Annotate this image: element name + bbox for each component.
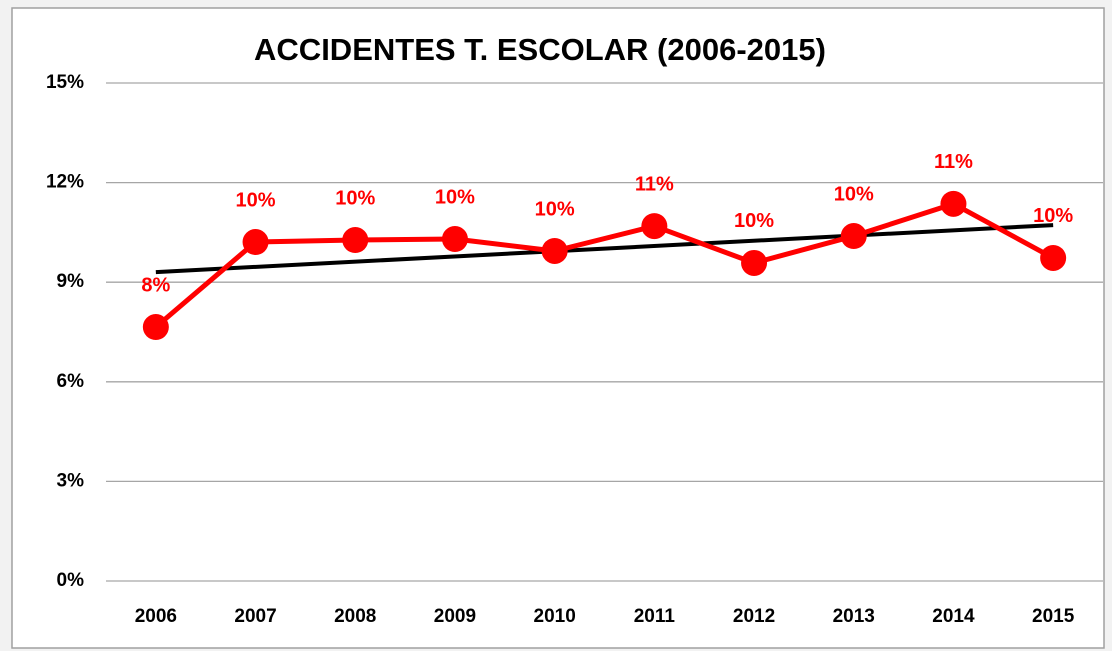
x-tick-label: 2014 [932, 606, 975, 627]
x-tick-label: 2013 [833, 606, 875, 627]
x-tick-label: 2006 [135, 606, 177, 627]
x-tick-label: 2009 [434, 606, 476, 627]
x-tick-label: 2008 [334, 606, 376, 627]
x-tick-label: 2015 [1032, 606, 1075, 627]
chart-frame [11, 7, 1105, 649]
data-label: 10% [335, 187, 375, 209]
x-tick-label: 2007 [234, 606, 276, 627]
data-label: 10% [535, 198, 575, 220]
data-label: 10% [834, 183, 874, 205]
trendline [155, 223, 1054, 275]
x-tick-label: 2011 [634, 606, 676, 627]
chart-title: ACCIDENTES T. ESCOLAR (2006-2015) [254, 32, 826, 67]
y-tick-label: 6% [57, 371, 85, 392]
x-tick-label: 2010 [534, 606, 576, 627]
y-tick-label: 12% [46, 172, 84, 193]
data-label: 8% [141, 274, 170, 296]
marker [541, 237, 568, 264]
marker [1040, 244, 1067, 271]
data-label: 11% [635, 173, 674, 195]
marker [641, 213, 668, 240]
y-tick-label: 3% [57, 470, 85, 491]
y-tick-label: 9% [57, 271, 85, 292]
marker [242, 229, 269, 256]
y-tick-label: 15% [46, 72, 84, 93]
data-label: 11% [934, 151, 973, 173]
data-line [154, 201, 1055, 329]
data-label: 10% [236, 189, 276, 211]
marker [840, 223, 867, 250]
marker [741, 249, 768, 276]
data-label: 10% [734, 210, 774, 232]
marker [940, 190, 967, 217]
data-label: 10% [435, 186, 475, 208]
data-label: 10% [1033, 205, 1073, 227]
marker [441, 226, 468, 253]
x-tick-label: 2012 [733, 606, 775, 627]
marker [142, 314, 169, 341]
y-tick-label: 0% [57, 570, 85, 591]
marker [342, 227, 369, 254]
